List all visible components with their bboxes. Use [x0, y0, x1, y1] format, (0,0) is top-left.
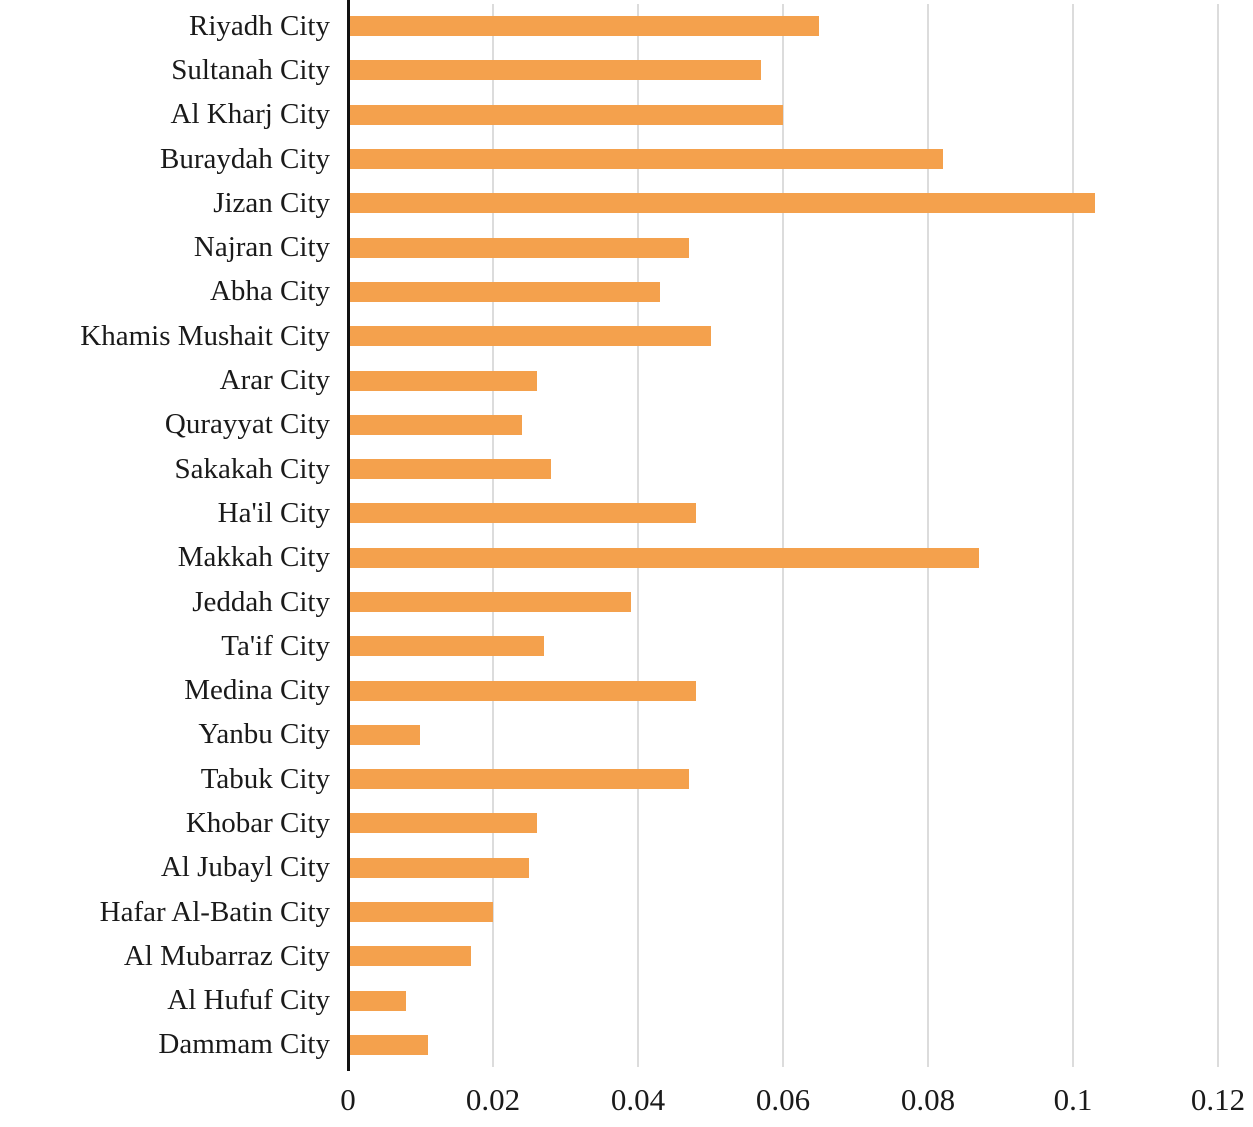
x-tick-label: 0.1	[1053, 1082, 1093, 1118]
x-axis: 0 0.02 0.04 0.06 0.08 0.1 0.12	[0, 1082, 1245, 1127]
y-axis-line	[347, 0, 350, 1072]
y-axis-labels: Riyadh City Sultanah City Al Kharj City Bur…	[0, 4, 348, 1067]
y-axis-label: Dammam City	[158, 1028, 330, 1061]
bar	[348, 459, 551, 480]
y-axis-label: Khamis Mushait City	[80, 319, 330, 352]
y-axis-label: Ta'if City	[221, 629, 330, 662]
bar	[348, 503, 696, 524]
y-axis-label: Jizan City	[213, 186, 330, 219]
bar-row	[348, 757, 1218, 801]
bar	[348, 149, 943, 170]
y-axis-label: Buraydah City	[160, 142, 330, 175]
bar-row	[348, 491, 1218, 535]
bar-row	[348, 314, 1218, 358]
x-axis-tick-labels: 0 0.02 0.04 0.06 0.08 0.1 0.12	[340, 1082, 1245, 1127]
bar-row	[348, 846, 1218, 890]
y-axis-label: Abha City	[209, 275, 330, 308]
x-tick-label: 0.04	[610, 1082, 666, 1118]
gridline	[1072, 4, 1074, 1068]
bar	[348, 857, 530, 878]
gridline	[636, 4, 639, 1068]
bar-row	[348, 358, 1218, 402]
gridline	[926, 4, 929, 1068]
plot-region: Riyadh City Sultanah City Al Kharj City Bur…	[0, 0, 1219, 1072]
bar	[348, 281, 660, 302]
bar	[348, 592, 631, 612]
bar-row	[348, 890, 1218, 934]
y-axis-label: Medina City	[184, 674, 330, 707]
bar	[348, 60, 762, 81]
bar	[348, 193, 1095, 214]
bar-row	[348, 403, 1218, 447]
bar-row	[348, 624, 1218, 668]
y-axis-label: Tabuk City	[200, 762, 330, 795]
bar-row	[348, 668, 1218, 712]
bar	[348, 414, 522, 435]
bar-row	[348, 580, 1218, 624]
x-axis-spacer	[0, 1083, 348, 1127]
bar	[348, 946, 472, 967]
bar	[348, 990, 406, 1011]
bar-row	[348, 979, 1218, 1023]
bar	[348, 1034, 428, 1055]
bar-row	[348, 225, 1218, 269]
bar-row	[348, 4, 1218, 48]
y-axis-label: Sultanah City	[171, 53, 330, 86]
plot-area	[347, 0, 1219, 1072]
y-axis-label: Arar City	[219, 364, 330, 397]
bar	[348, 813, 537, 834]
bar	[348, 680, 696, 701]
y-axis-label: Riyadh City	[189, 9, 330, 42]
bar-row	[348, 934, 1218, 978]
bar	[348, 104, 783, 125]
bar-row	[348, 270, 1218, 314]
bar-row	[348, 713, 1218, 757]
bar	[348, 902, 493, 923]
bar-row	[348, 801, 1218, 845]
bar-row	[348, 137, 1218, 181]
bar	[348, 237, 689, 258]
x-tick-label: 0.08	[900, 1082, 956, 1118]
x-tick-label: 0.06	[755, 1082, 811, 1118]
y-axis-label: Al Jubayl City	[160, 851, 330, 884]
gridline	[1217, 4, 1219, 1068]
y-axis-label: Qurayyat City	[164, 408, 330, 441]
y-axis-label: Yanbu City	[198, 718, 330, 751]
y-axis-label: Khobar City	[185, 806, 330, 839]
y-axis-label: Jeddah City	[192, 585, 330, 618]
bar	[348, 547, 979, 568]
bar	[348, 636, 544, 657]
y-axis-label: Al Hufuf City	[167, 984, 330, 1017]
bars	[348, 4, 1218, 1067]
bar-row	[348, 48, 1218, 92]
bar-row	[348, 447, 1218, 491]
y-axis-label: Ha'il City	[217, 496, 330, 529]
y-axis-label: Makkah City	[177, 541, 330, 574]
gridline	[782, 4, 784, 1068]
bar	[348, 16, 820, 37]
gridline	[491, 4, 494, 1068]
gridlines	[348, 4, 1219, 1068]
y-axis-label: Al Kharj City	[170, 98, 331, 131]
bar	[348, 724, 421, 745]
x-tick-label: 0.02	[465, 1082, 521, 1118]
bar-row	[348, 536, 1218, 580]
bar-row	[348, 1023, 1218, 1067]
x-tick-label: 0	[340, 1082, 356, 1118]
y-axis-label: Hafar Al-Batin City	[99, 895, 330, 928]
bar	[348, 326, 711, 347]
bar-row	[348, 93, 1218, 137]
y-axis-label: Sakakah City	[174, 452, 330, 485]
y-axis-label: Najran City	[193, 231, 330, 264]
bar	[348, 769, 689, 790]
bar	[348, 370, 537, 391]
y-axis-label: Al Mubarraz City	[123, 939, 330, 972]
bar-row	[348, 181, 1218, 225]
x-tick-label: 0.12	[1190, 1082, 1246, 1118]
